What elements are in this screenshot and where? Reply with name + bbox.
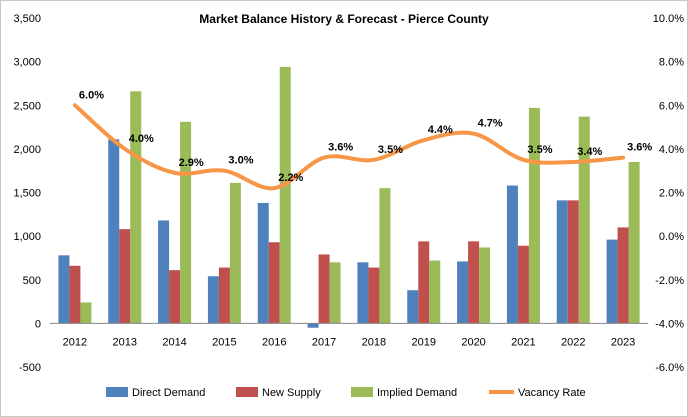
legend-label: New Supply (262, 387, 321, 399)
category-label: 2021 (511, 336, 535, 348)
new-supply-bar (567, 200, 579, 324)
direct-demand-bar (506, 185, 518, 324)
legend-label: Direct Demand (132, 387, 205, 399)
vacancy-data-label: 3.6% (328, 142, 353, 154)
right-tick-label: 2.0% (659, 188, 684, 200)
vacancy-data-label: 2.9% (179, 157, 204, 169)
left-tick-label: 2,500 (13, 100, 41, 112)
category-label: 2013 (113, 336, 137, 348)
chart-legend: Direct Demand New Supply Implied Demand Vac… (106, 387, 586, 399)
implied-demand-bar (229, 182, 241, 324)
category-label: 2015 (212, 336, 236, 348)
implied-demand-bar (628, 161, 640, 324)
vacancy-data-label: 3.5% (378, 144, 403, 156)
category-label: 2022 (561, 336, 585, 348)
implied-demand-bar (379, 188, 391, 324)
direct-demand-bar (357, 262, 369, 324)
right-tick-label: 0.0% (659, 231, 684, 243)
direct-demand-bar (108, 139, 120, 324)
direct-demand-bar (207, 276, 219, 324)
right-tick-label: -2.0% (655, 275, 684, 287)
left-tick-label: -500 (19, 362, 41, 374)
left-axis-ticks: -500 0 500 1,000 1,500 2,000 2,500 3,000 3,500 (13, 13, 41, 374)
direct-demand-bar (556, 200, 568, 324)
right-tick-label: 8.0% (659, 57, 684, 69)
category-label: 2020 (461, 336, 485, 348)
category-labels: 2012 2013 2014 2015 2016 2017 2018 2019 2020 2021… (63, 336, 636, 348)
legend-swatch-implied-demand (351, 387, 373, 397)
legend-label: Vacancy Rate (518, 387, 586, 399)
new-supply-bar (318, 254, 330, 324)
category-label: 2012 (63, 336, 87, 348)
new-supply-bar (418, 241, 430, 324)
implied-demand-bar (578, 116, 590, 324)
new-supply-bar (368, 267, 380, 324)
implied-demand-bar (429, 260, 441, 324)
left-tick-label: 2,000 (13, 144, 41, 156)
vacancy-data-label: 4.0% (129, 133, 154, 145)
implied-demand-bar (329, 262, 341, 324)
legend-swatch-new-supply (236, 387, 258, 397)
new-supply-bar (617, 227, 629, 324)
vacancy-data-labels: 6.0% 4.0% 2.9% 3.0% 2.2% 3.6% 3.5% 4.4% 4.7% 3.5%… (79, 89, 652, 184)
direct-demand-bar (407, 290, 419, 324)
left-tick-label: 0 (35, 318, 41, 330)
new-supply-bar (218, 267, 230, 324)
vacancy-data-label: 4.7% (478, 118, 503, 130)
vacancy-data-label: 3.0% (228, 155, 253, 167)
direct-demand-bar (257, 202, 269, 324)
implied-demand-bar (130, 91, 142, 324)
category-label: 2018 (362, 336, 386, 348)
implied-demand-bar (80, 302, 92, 324)
direct-demand-bar (58, 255, 70, 324)
right-tick-label: 6.0% (659, 100, 684, 112)
chart-title: Market Balance History & Forecast - Pier… (199, 12, 489, 26)
left-tick-label: 500 (23, 275, 41, 287)
right-tick-label: 10.0% (653, 13, 684, 25)
implied-demand-bar (279, 66, 291, 324)
new-supply-bar (517, 245, 529, 324)
right-axis-ticks: -6.0% -4.0% -2.0% 0.0% 2.0% 4.0% 6.0% 8.0% 10.0% (653, 13, 684, 374)
bars-group (58, 66, 640, 328)
new-supply-bar (169, 270, 181, 324)
category-label: 2017 (312, 336, 336, 348)
category-label: 2016 (262, 336, 286, 348)
category-label: 2023 (611, 336, 635, 348)
direct-demand-bar (606, 239, 618, 324)
new-supply-bar (69, 265, 81, 324)
left-tick-label: 1,500 (13, 188, 41, 200)
vacancy-data-label: 3.6% (627, 142, 652, 154)
legend-label: Implied Demand (377, 387, 457, 399)
category-label: 2019 (412, 336, 436, 348)
implied-demand-bar (180, 121, 192, 324)
vacancy-rate-line (72, 103, 626, 191)
right-tick-label: -4.0% (655, 318, 684, 330)
direct-demand-bar (307, 323, 319, 328)
direct-demand-bar (457, 261, 469, 324)
left-tick-label: 3,000 (13, 57, 41, 69)
vacancy-data-label: 3.5% (527, 144, 552, 156)
new-supply-bar (119, 229, 131, 324)
left-tick-label: 3,500 (13, 13, 41, 25)
vacancy-data-label: 3.4% (577, 146, 602, 158)
new-supply-bar (468, 241, 480, 324)
legend-swatch-direct-demand (106, 387, 128, 397)
vacancy-data-label: 4.4% (428, 124, 453, 136)
new-supply-bar (268, 242, 280, 324)
vacancy-data-label: 2.2% (278, 172, 303, 184)
implied-demand-bar (528, 107, 540, 324)
right-tick-label: -6.0% (655, 362, 684, 374)
category-label: 2014 (162, 336, 186, 348)
right-tick-label: 4.0% (659, 144, 684, 156)
implied-demand-bar (479, 247, 491, 324)
direct-demand-bar (158, 220, 170, 324)
vacancy-data-label: 6.0% (79, 89, 104, 101)
left-tick-label: 1,000 (13, 231, 41, 243)
